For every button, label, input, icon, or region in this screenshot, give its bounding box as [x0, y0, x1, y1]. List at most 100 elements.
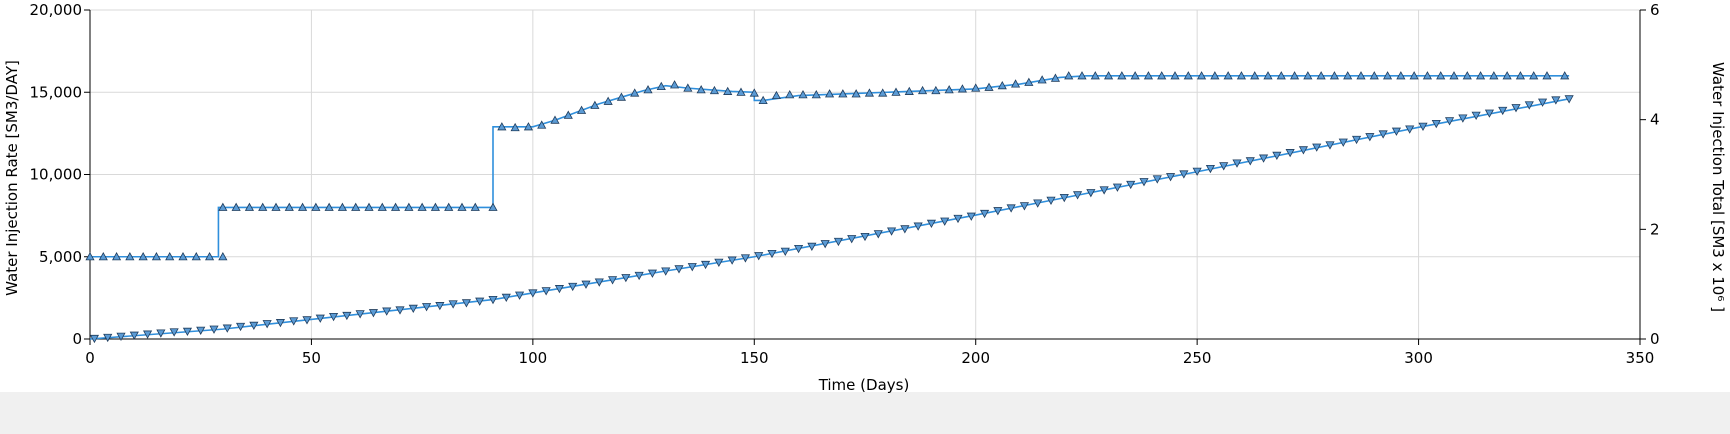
water-injection-total-marker — [275, 319, 286, 328]
water-injection-rate-marker — [204, 252, 215, 261]
water-injection-rate-marker — [1289, 71, 1300, 80]
water-injection-total-marker — [368, 309, 379, 318]
water-injection-total-marker — [793, 245, 804, 254]
water-injection-total-marker — [1205, 164, 1216, 174]
water-injection-rate-marker — [616, 92, 627, 101]
water-injection-rate-marker — [218, 202, 228, 211]
water-injection-rate-marker — [550, 115, 560, 124]
water-injection-total-marker — [1378, 130, 1388, 139]
water-injection-total-marker — [235, 322, 246, 332]
y-axis-title: Water Injection Rate [SM3/DAY] — [3, 60, 21, 296]
water-injection-rate-marker — [98, 252, 108, 261]
water-injection-rate-marker — [683, 83, 693, 92]
water-injection-total-marker — [249, 321, 259, 331]
water-injection-total-marker — [289, 317, 299, 326]
water-injection-rate-marker — [904, 86, 914, 95]
water-injection-rate-marker — [643, 85, 653, 94]
water-injection-rate-marker — [1010, 79, 1021, 88]
water-injection-total-marker — [1285, 149, 1295, 158]
water-injection-rate-series — [85, 71, 1570, 261]
water-injection-rate-marker — [377, 202, 387, 211]
water-injection-rate-marker — [723, 86, 733, 95]
water-injection-rate-marker — [891, 87, 901, 96]
water-injection-rate-marker — [1263, 71, 1273, 80]
water-injection-rate-marker — [1236, 71, 1247, 80]
water-injection-total-marker — [1139, 178, 1149, 187]
water-injection-rate-marker — [630, 88, 640, 97]
water-injection-rate-marker — [191, 252, 201, 261]
water-injection-total-marker — [621, 274, 631, 283]
water-injection-total-marker — [435, 302, 445, 311]
water-injection-rate-marker — [417, 202, 427, 211]
water-injection-total-marker — [156, 329, 166, 338]
water-injection-total-marker — [674, 265, 684, 274]
water-injection-total-marker — [886, 227, 897, 236]
water-injection-rate-marker — [1329, 71, 1340, 80]
axes: 0 50 100 150 200 250 300 35005,00010,00015,0002… — [30, 1, 1660, 367]
water-injection-rate-marker — [1369, 71, 1379, 80]
water-injection-rate-marker — [1077, 71, 1087, 80]
water-injection-rate-marker — [537, 120, 547, 129]
x-tick-label: 350 — [1626, 349, 1655, 367]
x-tick-label: 0 — [85, 349, 95, 367]
water-injection-total-marker — [1484, 109, 1495, 118]
water-injection-rate-marker — [971, 83, 981, 92]
water-injection-rate-marker — [1515, 71, 1526, 80]
water-injection-rate-marker — [244, 202, 255, 211]
water-injection-total-marker — [116, 332, 126, 341]
water-injection-total-marker — [993, 207, 1003, 216]
water-injection-total-marker — [1126, 180, 1136, 190]
water-injection-total-marker — [302, 316, 312, 325]
water-injection-total-marker — [953, 214, 963, 224]
water-injection-total-marker — [767, 249, 777, 259]
water-injection-rate-marker — [1117, 71, 1127, 80]
water-injection-total-marker — [940, 217, 950, 226]
water-injection-rate-marker — [590, 100, 600, 109]
water-injection-rate-marker — [1542, 71, 1552, 80]
water-injection-rate-marker — [218, 252, 228, 261]
water-injection-rate-marker — [337, 202, 348, 211]
water-injection-rate-marker — [271, 202, 281, 211]
water-injection-total-marker — [541, 287, 551, 296]
water-injection-rate-marker — [1037, 75, 1047, 84]
water-injection-total-marker — [475, 297, 485, 306]
water-injection-rate-marker — [563, 110, 573, 119]
water-injection-rate-marker — [497, 122, 507, 131]
water-injection-total-marker — [1152, 175, 1162, 184]
water-injection-total-marker — [727, 256, 737, 265]
water-injection-rate-marker — [1409, 71, 1419, 80]
water-injection-total-marker — [355, 310, 365, 319]
water-injection-total-marker — [913, 222, 923, 231]
water-injection-total-marker — [634, 271, 644, 281]
water-injection-total-marker — [1391, 127, 1402, 136]
water-injection-total-marker — [807, 242, 817, 252]
water-injection-total-marker — [754, 252, 764, 261]
water-injection-rate-marker — [324, 202, 334, 211]
water-injection-total-marker — [1511, 104, 1521, 113]
x-tick-label: 200 — [961, 349, 990, 367]
water-injection-rate-marker — [1223, 71, 1233, 80]
water-injection-rate-marker — [824, 89, 835, 98]
x-tick-label: 100 — [519, 349, 548, 367]
x-tick-label: 250 — [1183, 349, 1212, 367]
water-injection-rate-marker — [1316, 71, 1326, 80]
water-injection-rate-marker — [785, 89, 795, 99]
water-injection-total-marker — [421, 303, 432, 312]
water-injection-rate-marker — [1502, 71, 1512, 80]
y2-axis-title: Water Injection Total [SM3 x 10⁶ ] — [1709, 62, 1727, 312]
y-tick-label: 20,000 — [30, 1, 83, 19]
water-injection-total-marker — [528, 289, 538, 298]
water-injection-rate-marker — [444, 202, 454, 211]
series — [85, 71, 1574, 344]
water-injection-rate-marker — [404, 202, 414, 211]
y2-tick-label: 2 — [1650, 220, 1660, 238]
water-injection-total-marker — [501, 293, 511, 303]
water-injection-total-marker — [700, 260, 711, 270]
y2-tick-label: 0 — [1650, 330, 1660, 348]
water-injection-rate-marker — [1303, 71, 1313, 80]
water-injection-rate-marker — [1276, 71, 1286, 80]
water-injection-rate-marker — [696, 85, 706, 94]
water-injection-rate-marker — [1090, 71, 1100, 80]
water-injection-rate-marker — [1250, 71, 1260, 80]
